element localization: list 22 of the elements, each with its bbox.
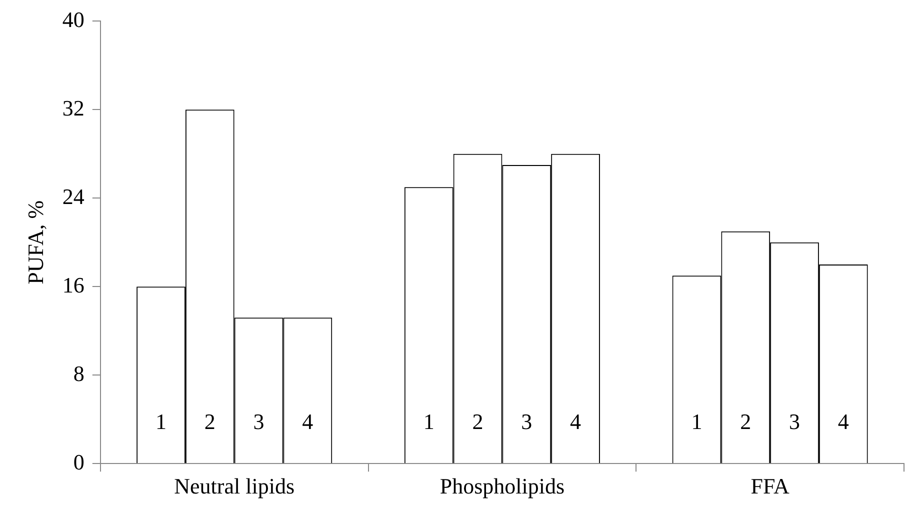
series-label: 4 (838, 408, 849, 434)
y-tick-label: 0 (73, 449, 84, 474)
x-tick-label: Neutral lipids (174, 474, 295, 499)
x-tick-label: Phospholipids (440, 474, 565, 499)
y-axis-title: PUFA, % (22, 200, 48, 284)
text: 1 (423, 408, 434, 434)
x-tick-label: FFA (750, 474, 790, 499)
series-label: 1 (691, 408, 702, 434)
y-tick-label: 24 (62, 184, 84, 209)
series-label: 2 (204, 408, 216, 434)
text: 3 (789, 408, 800, 434)
y-tick-label: 16 (62, 272, 84, 298)
series-label: 3 (253, 408, 264, 434)
y-tick-label: 32 (62, 95, 84, 120)
text: 1 (156, 408, 167, 434)
text: 2 (740, 408, 752, 434)
text: 4 (570, 408, 582, 434)
y-tick-label: 40 (62, 6, 84, 32)
y-tick-label: 8 (73, 360, 84, 386)
text: 2 (472, 408, 484, 434)
text: 3 (521, 408, 532, 434)
text: 4 (302, 408, 314, 434)
